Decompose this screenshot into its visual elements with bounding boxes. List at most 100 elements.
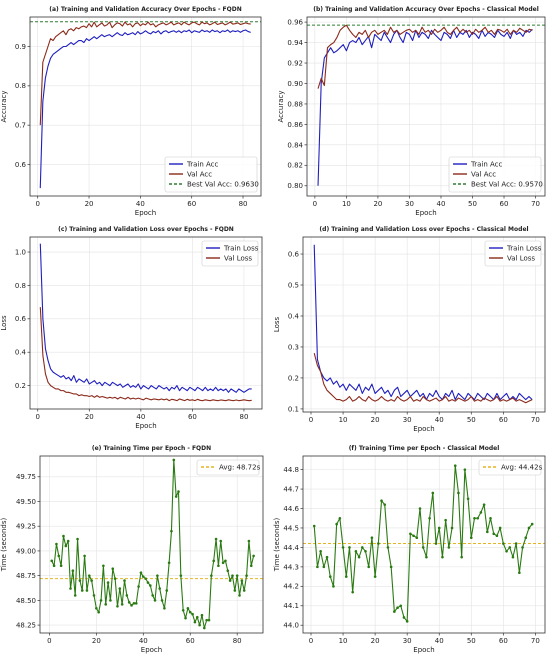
x-tick-label: 80: [233, 637, 242, 645]
data-point: [78, 579, 82, 582]
data-point: [95, 606, 98, 610]
chart-title: (d) Training and Validation Loss over Ep…: [319, 226, 528, 233]
y-tick-label: 0.2: [15, 382, 26, 390]
legend-box: [478, 459, 542, 476]
data-point: [137, 585, 140, 588]
data-point: [399, 604, 403, 608]
data-point: [348, 546, 351, 549]
data-point: [466, 497, 470, 501]
data-point: [59, 564, 63, 568]
panel-e: 0 20 40 60 80 48.25 48.50 48.75 49.00 49.25 49.50 4…: [0, 442, 275, 663]
legend-label: Avg: 48.72s: [219, 464, 261, 472]
y-tick-label: 0.82: [287, 162, 303, 170]
data-point: [415, 536, 419, 539]
data-point: [116, 605, 119, 608]
data-point: [184, 616, 187, 620]
x-axis-label: Epoch: [413, 646, 434, 654]
data-point: [514, 542, 518, 545]
data-point: [85, 589, 89, 592]
data-point: [144, 577, 147, 580]
data-point: [473, 516, 476, 520]
data-point: [402, 616, 406, 619]
y-axis-label: Time (seconds): [0, 518, 8, 573]
x-tick-label: 40: [139, 637, 148, 645]
data-point: [198, 623, 201, 627]
data-point: [99, 599, 103, 602]
y-tick-label: 44.0: [283, 622, 299, 630]
data-point: [322, 565, 326, 569]
data-point: [179, 574, 183, 577]
data-point: [139, 571, 143, 574]
series-line-val-loss: [39, 307, 252, 402]
data-point: [214, 537, 218, 541]
data-point: [364, 550, 367, 553]
data-point: [153, 599, 157, 602]
plot-area: [40, 456, 263, 633]
data-point: [434, 542, 438, 545]
data-point: [476, 516, 479, 520]
data-point: [453, 464, 457, 468]
data-point: [527, 526, 531, 530]
data-point: [450, 526, 454, 530]
x-tick-label: 50: [467, 416, 476, 424]
x-tick-label: 40: [136, 200, 145, 208]
plot-frame: [302, 455, 546, 634]
data-point: [469, 536, 473, 539]
data-point: [172, 458, 176, 462]
x-tick-label: 30: [405, 200, 414, 208]
data-point: [113, 577, 117, 580]
data-point: [69, 587, 72, 590]
data-point: [498, 526, 502, 530]
x-tick-label: 0: [313, 200, 317, 208]
chart-title: (e) Training Time per Epoch - FQDN: [92, 445, 211, 452]
data-point: [165, 589, 169, 592]
chart-title: (f) Training Time per Epoch - Classical …: [349, 445, 500, 452]
panel-b: 0 10 20 30 40 50 60 70 0.80 0.82 0.84 0.86 0.88 0.90 0…: [275, 0, 550, 221]
data-point: [428, 516, 431, 520]
data-point: [87, 574, 91, 577]
data-point: [125, 594, 129, 597]
data-point: [66, 539, 70, 543]
y-tick-label: 0.90: [287, 80, 303, 88]
y-tick-label: 44.3: [283, 563, 299, 571]
y-tick-label: 0.8: [15, 282, 26, 290]
chart-title: (c) Training and Validation Loss over Ep…: [58, 226, 234, 233]
x-tick-label: 0: [309, 637, 313, 645]
y-tick-label: 0.88: [287, 100, 303, 108]
x-tick-label: 80: [239, 200, 248, 208]
data-point: [233, 589, 237, 592]
data-point: [231, 574, 234, 577]
data-point: [111, 567, 115, 571]
y-tick-label: 44.2: [283, 583, 299, 591]
x-tick-label: 80: [239, 413, 248, 421]
data-point: [226, 569, 230, 573]
legend-label: Val Loss: [224, 255, 252, 263]
y-tick-label: 0.86: [287, 121, 303, 129]
x-tick-label: 0: [35, 200, 39, 208]
data-point: [351, 590, 354, 594]
data-point: [373, 575, 377, 578]
chart-title: (b) Training and Validation Accuracy Ove…: [313, 6, 539, 13]
data-point: [130, 604, 133, 607]
y-tick-label: 48.75: [16, 572, 36, 580]
data-point: [479, 511, 483, 514]
y-axis-label: Accuracy: [0, 91, 8, 123]
legend-box: [196, 459, 260, 476]
plot-frame: [29, 236, 263, 410]
chart-d-svg: 0 10 20 30 40 50 60 70 0.1 0.2 0.3 0.4 0.5 0.6 (d) Tra…: [273, 226, 546, 433]
data-point: [344, 575, 348, 578]
x-tick-label: 40: [437, 200, 446, 208]
y-tick-label: 44.8: [283, 466, 299, 474]
x-axis-label: Epoch: [135, 422, 156, 430]
data-point: [186, 606, 190, 610]
x-tick-label: 60: [187, 200, 196, 208]
data-point: [109, 599, 112, 602]
data-point: [393, 610, 396, 613]
data-point: [463, 468, 467, 471]
data-point: [64, 544, 68, 548]
data-point: [431, 491, 435, 495]
data-point: [319, 550, 322, 553]
data-point: [73, 594, 77, 597]
data-point: [205, 618, 208, 622]
